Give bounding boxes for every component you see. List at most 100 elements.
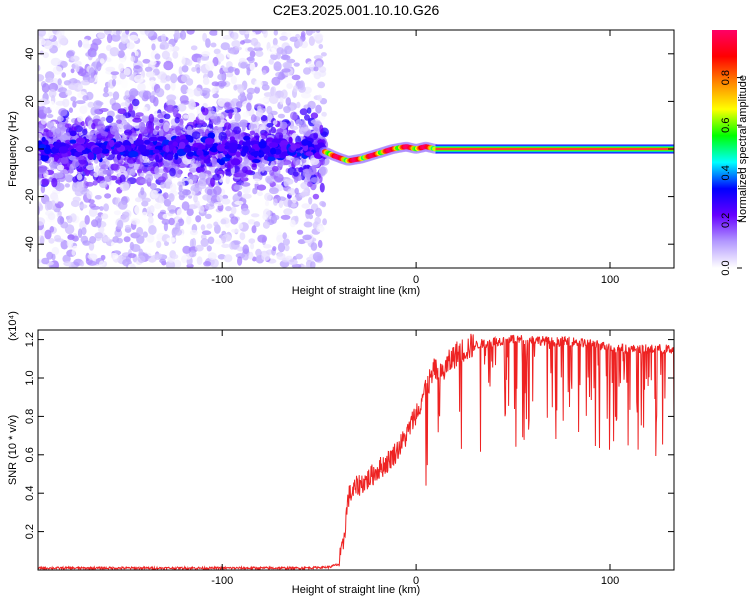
heatmap-cell bbox=[166, 94, 177, 102]
colorbar-tick-label: 0.8 bbox=[720, 70, 732, 85]
heatmap-cell bbox=[234, 200, 244, 205]
heatmap-cell bbox=[203, 151, 210, 156]
heatmap-cell bbox=[238, 57, 247, 64]
heatmap-cell bbox=[116, 153, 121, 161]
steady-tone-band bbox=[435, 148, 674, 150]
heatmap-cell bbox=[61, 72, 66, 78]
heatmap-cell bbox=[89, 236, 97, 244]
heatmap-cell bbox=[242, 184, 251, 195]
heatmap-cell bbox=[293, 62, 300, 67]
heatmap-cell bbox=[157, 113, 164, 119]
heatmap-cell bbox=[150, 189, 159, 199]
heatmap-cell bbox=[98, 226, 105, 233]
heatmap-cell bbox=[154, 166, 160, 175]
heatmap-cell bbox=[241, 182, 251, 187]
heatmap-cell bbox=[96, 152, 102, 161]
heatmap-cell bbox=[188, 250, 197, 258]
heatmap-cell bbox=[256, 108, 264, 118]
heatmap-cell bbox=[250, 114, 257, 123]
heatmap-cell bbox=[48, 237, 55, 244]
heatmap-cell bbox=[89, 203, 96, 208]
heatmap-cell bbox=[165, 144, 170, 153]
heatmap-cell bbox=[161, 50, 170, 60]
heatmap-cell bbox=[230, 206, 237, 215]
heatmap-cell bbox=[268, 58, 274, 65]
snr-y-multiplier: (x10⁴) bbox=[7, 311, 19, 341]
heatmap-cell bbox=[116, 237, 123, 244]
heatmap-cell bbox=[251, 178, 262, 185]
heatmap-cell bbox=[205, 61, 215, 71]
heatmap-cell bbox=[233, 184, 243, 191]
heatmap-cell bbox=[45, 77, 54, 83]
heatmap-cell bbox=[182, 189, 191, 196]
heatmap-cell bbox=[308, 197, 313, 205]
heatmap-cell bbox=[196, 150, 204, 156]
heatmap-cell bbox=[272, 246, 277, 252]
heatmap-cell bbox=[263, 92, 273, 97]
heatmap-cell bbox=[195, 215, 202, 223]
heatmap-cell bbox=[260, 165, 265, 173]
heatmap-cell bbox=[210, 42, 217, 48]
heatmap-cell bbox=[296, 229, 304, 235]
heatmap-cell bbox=[88, 242, 95, 251]
heatmap-cell bbox=[277, 196, 287, 202]
colorbar-gradient bbox=[712, 30, 737, 268]
heatmap-cell bbox=[137, 82, 146, 92]
heatmap-cell bbox=[91, 122, 96, 130]
heatmap-cell bbox=[263, 30, 268, 38]
heatmap-cell bbox=[197, 144, 206, 150]
heatmap-cell bbox=[249, 130, 256, 136]
heatmap-cell bbox=[172, 254, 179, 260]
heatmap-cell bbox=[49, 100, 55, 111]
heatmap-cell bbox=[220, 42, 230, 51]
heatmap-cell bbox=[149, 95, 156, 104]
heatmap-cell bbox=[136, 235, 145, 244]
heatmap-cell bbox=[242, 193, 252, 199]
heatmap-cell bbox=[140, 173, 145, 178]
heatmap-cell bbox=[307, 181, 313, 187]
heatmap-cell bbox=[192, 176, 197, 184]
heatmap-cell bbox=[217, 253, 226, 260]
heatmap-cell bbox=[112, 91, 120, 100]
heatmap-cell bbox=[244, 169, 253, 175]
heatmap-cell bbox=[233, 126, 242, 135]
heatmap-cell bbox=[181, 65, 189, 73]
heatmap-cell bbox=[81, 227, 87, 236]
heatmap-cell bbox=[170, 183, 177, 193]
x-tick-label: -100 bbox=[211, 274, 233, 286]
heatmap-cell bbox=[231, 32, 239, 40]
heatmap-cell bbox=[250, 37, 259, 46]
heatmap-cell bbox=[273, 30, 278, 36]
heatmap-cell bbox=[203, 261, 212, 267]
heatmap-cell bbox=[182, 245, 191, 254]
heatmap-cell bbox=[289, 219, 296, 228]
heatmap-cell bbox=[148, 225, 157, 235]
heatmap-cell bbox=[176, 208, 186, 218]
y-tick-label: 40 bbox=[24, 48, 36, 60]
heatmap-cell bbox=[168, 144, 175, 151]
heatmap-cell bbox=[233, 107, 238, 115]
heatmap-cell bbox=[141, 211, 148, 217]
heatmap-cell bbox=[313, 55, 323, 60]
heatmap-cell bbox=[155, 125, 160, 131]
heatmap-cell bbox=[263, 244, 272, 249]
heatmap-cell bbox=[284, 45, 293, 55]
heatmap-cell bbox=[294, 187, 299, 195]
heatmap-cell bbox=[297, 81, 304, 89]
heatmap-cell bbox=[199, 171, 206, 180]
heatmap-cell bbox=[42, 52, 49, 59]
heatmap-cell bbox=[280, 89, 288, 99]
heatmap-cell bbox=[103, 203, 109, 212]
heatmap-cell bbox=[55, 182, 65, 192]
heatmap-cell bbox=[149, 183, 157, 190]
heatmap-cell bbox=[41, 83, 50, 93]
heatmap-cell bbox=[87, 101, 95, 108]
colorbar-title: Normalized spectral amplitude bbox=[737, 75, 749, 223]
heatmap-cell bbox=[248, 251, 254, 260]
heatmap-cell bbox=[272, 120, 278, 125]
heatmap-cell bbox=[139, 179, 149, 184]
heatmap-cell bbox=[142, 168, 148, 174]
heatmap-cell bbox=[64, 224, 75, 235]
heatmap-cell bbox=[186, 125, 193, 136]
heatmap-cell bbox=[267, 113, 273, 121]
